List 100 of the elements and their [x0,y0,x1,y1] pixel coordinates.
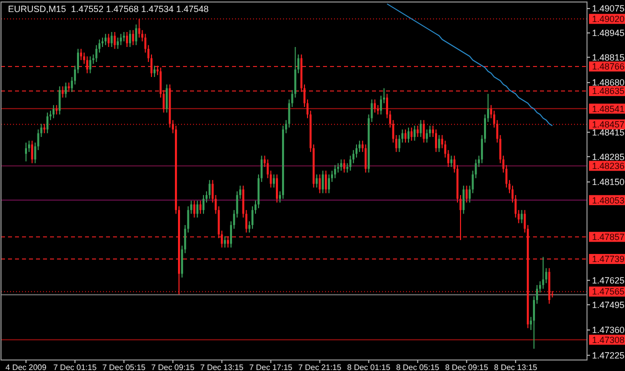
candlestick [193,200,196,218]
y-tick-label: 1.47225 [592,350,625,360]
candlestick [322,170,324,194]
ref-line-label: 1.48635 [592,86,625,96]
candlestick [110,31,113,48]
candlestick [318,174,321,194]
candlestick [374,98,376,114]
candlestick [196,200,198,218]
x-tick-label: 8 Dec 05:15 [396,363,440,371]
candlestick [334,164,336,179]
y-tick-label: 1.48150 [592,177,625,188]
candlestick [80,48,82,61]
ref-line-label: 1.47857 [592,232,625,242]
candlestick [43,123,46,134]
x-tick-label: 7 Dec 01:15 [53,363,98,371]
x-tick-label: 7 Dec 21:15 [298,363,342,371]
y-tick-label: 1.49075 [592,4,625,14]
candlestick [129,30,132,48]
candlestick [404,128,406,144]
candlestick [316,174,318,188]
candlestick [224,236,226,248]
ref-line-label: 1.48236 [592,160,625,171]
ref-line-label: 1.47565 [592,286,625,297]
line-series [386,3,553,126]
candlestick [272,174,275,188]
ref-line-label: 1.47739 [592,254,625,264]
y-tick-label: 1.48680 [592,78,625,88]
candlestick [58,86,61,115]
candlestick [89,56,92,74]
candlestick [340,158,342,172]
candlestick [226,236,229,248]
candlestick [166,84,168,114]
candlestick [104,33,107,46]
y-tick-label: 1.48415 [592,127,625,138]
y-tick-label: 1.47360 [592,325,625,336]
candlestick [450,155,452,168]
candlestick [52,104,55,119]
candlestick [132,30,134,46]
candlestick [62,86,64,98]
candlestick [468,185,471,204]
candlestick [328,174,330,194]
candlestick [126,31,128,48]
ref-line-label: 1.48541 [592,104,625,114]
x-tick-label: 8 Dec 09:15 [445,363,489,371]
candlestick [64,82,67,98]
candlestick [138,18,140,38]
candlestick [135,24,138,46]
x-tick-label: 7 Dec 13:15 [200,363,244,371]
candlestick [120,33,122,46]
ref-line-label: 1.47308 [592,334,625,345]
x-tick-label: 7 Dec 17:15 [249,363,293,371]
y-tick-label: 1.48815 [592,52,625,62]
candlestick [420,120,422,138]
candlestick [108,33,110,48]
ref-line-label: 1.48766 [592,62,625,72]
candlestick [25,142,27,162]
candlestick [466,185,468,204]
candlestick [370,98,373,122]
chart-title: EURUSD,M15 1.47552 1.47568 1.47534 1.47548 [8,4,209,14]
candlestick [276,174,278,204]
candlestick [447,150,450,168]
candlestick [438,134,440,152]
ref-line-label: 1.49020 [592,14,625,24]
candlestick [86,56,88,74]
candlestick [408,127,410,144]
candlestick [199,200,202,214]
candlestick [462,185,465,214]
y-tick-label: 1.47495 [592,300,625,310]
candlestick [395,134,398,152]
candlestick [414,125,416,142]
candlestick [116,37,119,50]
candlestick [364,144,367,174]
x-tick-label: 4 Dec 2009 [6,363,48,371]
y-tick-label: 1.47625 [592,275,625,286]
candlestick [520,210,523,224]
candlestick [40,123,42,138]
candlestick [46,112,48,134]
candlestick [343,158,346,174]
candlestick [154,65,156,78]
candlestick [426,128,428,144]
candlestick [422,120,425,144]
y-tick-label: 1.48945 [592,28,625,38]
candlestick [270,170,272,188]
x-tick-label: 8 Dec 13:15 [494,363,538,371]
candlestick [208,180,211,200]
x-tick-label: 8 Dec 01:15 [347,363,391,371]
x-tick-label: 7 Dec 09:15 [151,363,195,371]
candlestick [542,256,544,290]
candlestick [114,31,116,50]
y-tick-label: 1.48285 [592,152,625,162]
ref-line-label: 1.48053 [592,195,625,206]
candlestick [31,140,34,164]
x-tick-label: 7 Dec 05:15 [102,363,146,371]
candlestick [410,127,413,142]
ref-line-label: 1.48457 [592,120,625,130]
candlestick [416,125,419,138]
candlestick [122,31,125,42]
candlestick [435,128,438,152]
candlestick [324,170,327,194]
candlestick [202,194,204,214]
